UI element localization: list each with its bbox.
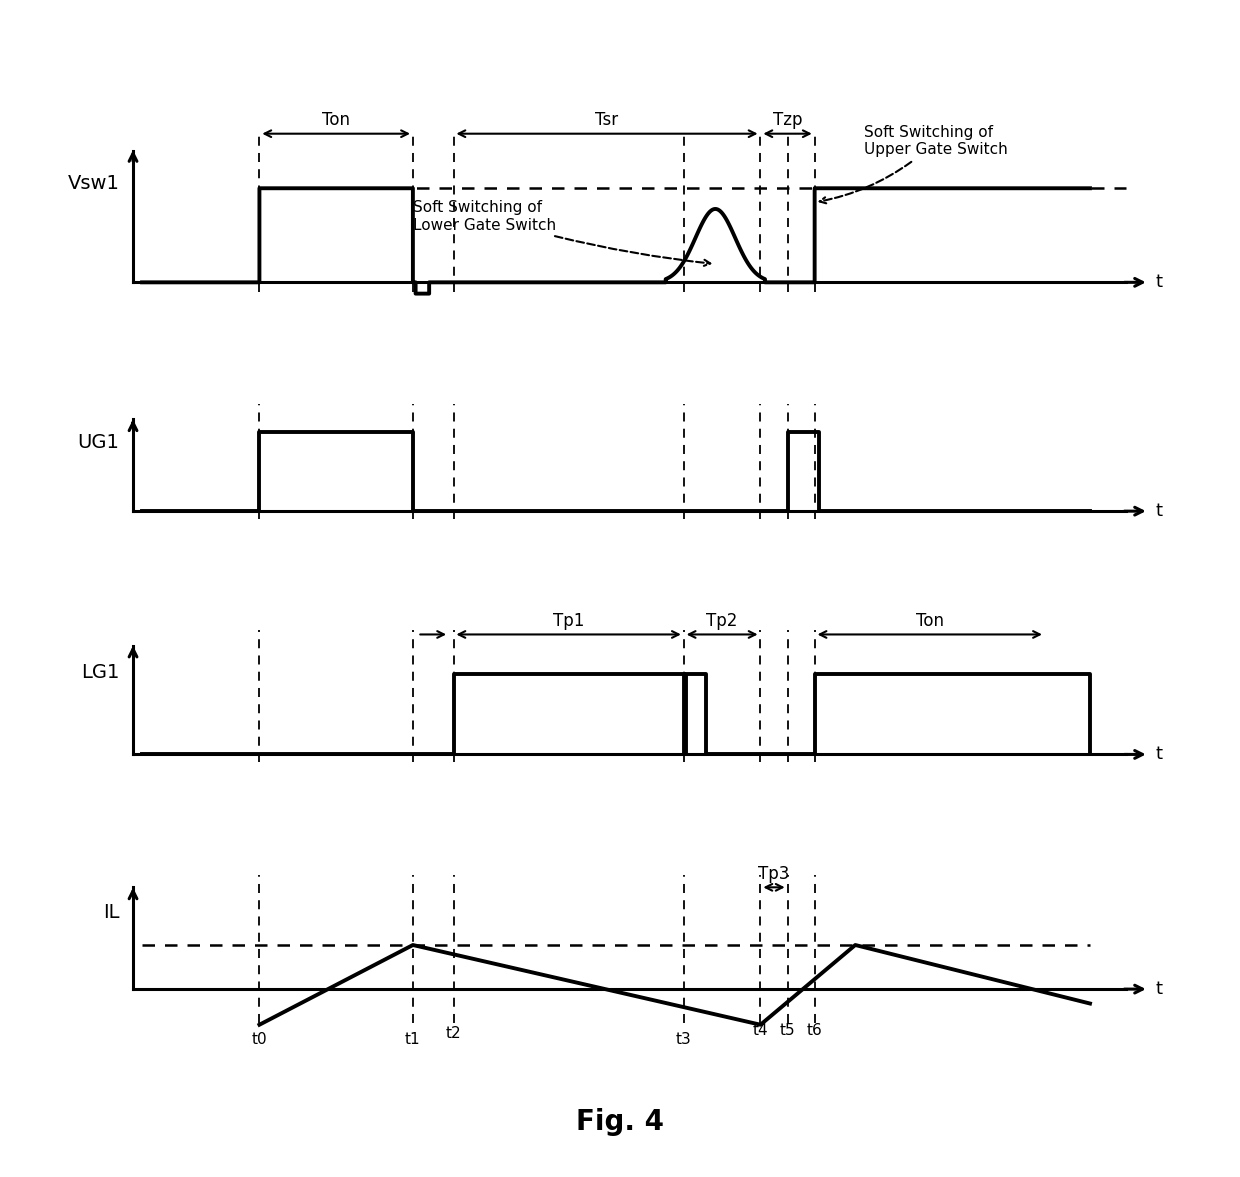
Text: t1: t1 <box>405 1031 420 1046</box>
Text: UG1: UG1 <box>78 432 119 452</box>
Text: Ton: Ton <box>322 111 350 129</box>
Text: t: t <box>1154 503 1162 520</box>
Text: t2: t2 <box>445 1026 461 1042</box>
Text: Tp1: Tp1 <box>553 612 584 631</box>
Text: t: t <box>1154 980 1162 998</box>
Text: t: t <box>1154 745 1162 764</box>
Text: Tp3: Tp3 <box>759 865 790 883</box>
Text: Vsw1: Vsw1 <box>68 174 119 193</box>
Text: t3: t3 <box>676 1031 692 1046</box>
Text: Ton: Ton <box>916 612 944 631</box>
Text: Fig. 4: Fig. 4 <box>577 1108 663 1136</box>
Text: Tzp: Tzp <box>773 111 802 129</box>
Text: Tp2: Tp2 <box>707 612 738 631</box>
Text: LG1: LG1 <box>81 664 119 683</box>
Text: t0: t0 <box>252 1031 268 1046</box>
Text: Soft Switching of
Upper Gate Switch: Soft Switching of Upper Gate Switch <box>820 125 1008 204</box>
Text: Tsr: Tsr <box>595 111 619 129</box>
Text: Soft Switching of
Lower Gate Switch: Soft Switching of Lower Gate Switch <box>413 200 711 266</box>
Text: t: t <box>1154 273 1162 292</box>
Text: t6: t6 <box>807 1023 822 1038</box>
Text: t5: t5 <box>780 1023 795 1038</box>
Text: IL: IL <box>103 903 119 923</box>
Text: t4: t4 <box>753 1023 769 1038</box>
